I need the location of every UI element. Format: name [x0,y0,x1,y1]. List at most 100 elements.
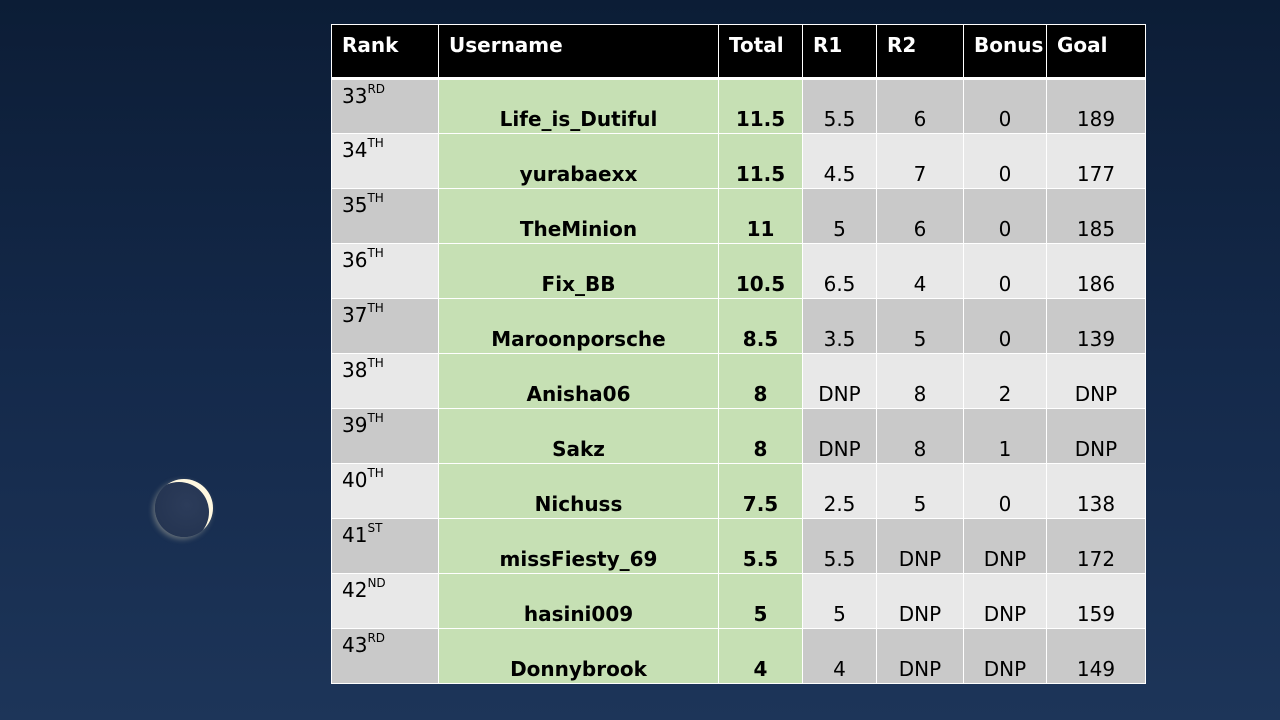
username-cell: Anisha06 [438,353,719,409]
username-cell: Fix_BB [438,243,719,299]
table-row: 43RD Donnybrook 4 4 DNP DNP 149 [331,628,1146,684]
rank-number: 37 [342,303,368,327]
header-total: Total [718,24,803,80]
goal-cell: 149 [1046,628,1146,684]
r2-cell: DNP [876,628,964,684]
leaderboard-table: Rank Username Total R1 R2 Bonus Goal 33R… [331,24,1146,684]
table-row: 41ST missFiesty_69 5.5 5.5 DNP DNP 172 [331,518,1146,574]
r1-cell: DNP [802,353,877,409]
r1-cell: 5 [802,573,877,629]
bonus-cell: 1 [963,408,1047,464]
rank-cell: 36TH [331,243,439,299]
rank-number: 40 [342,468,368,492]
total-cell: 11.5 [718,133,803,189]
rank-number: 38 [342,358,368,382]
rank-cell: 38TH [331,353,439,409]
header-username: Username [438,24,719,80]
header-rank: Rank [331,24,439,80]
r2-cell: 7 [876,133,964,189]
total-cell: 5.5 [718,518,803,574]
rank-suffix: TH [367,136,384,150]
goal-cell: 185 [1046,188,1146,244]
goal-cell: 189 [1046,78,1146,134]
r1-cell: 2.5 [802,463,877,519]
rank-suffix: ND [367,576,386,590]
goal-cell: 186 [1046,243,1146,299]
username-cell: TheMinion [438,188,719,244]
table-row: 40TH Nichuss 7.5 2.5 5 0 138 [331,463,1146,519]
bonus-cell: 0 [963,188,1047,244]
rank-number: 34 [342,138,368,162]
bonus-cell: 0 [963,133,1047,189]
r2-cell: 8 [876,353,964,409]
table-row: 33RD Life_is_Dutiful 11.5 5.5 6 0 189 [331,78,1146,134]
total-cell: 8.5 [718,298,803,354]
rank-cell: 39TH [331,408,439,464]
goal-cell: 139 [1046,298,1146,354]
rank-suffix: TH [367,356,384,370]
r2-cell: DNP [876,573,964,629]
rank-suffix: RD [367,82,386,96]
bonus-cell: DNP [963,573,1047,629]
rank-cell: 33RD [331,78,439,134]
table-row: 39TH Sakz 8 DNP 8 1 DNP [331,408,1146,464]
rank-suffix: ST [367,521,383,535]
table-row: 38TH Anisha06 8 DNP 8 2 DNP [331,353,1146,409]
username-cell: Donnybrook [438,628,719,684]
total-cell: 4 [718,628,803,684]
username-cell: missFiesty_69 [438,518,719,574]
r1-cell: 4 [802,628,877,684]
r2-cell: 6 [876,188,964,244]
header-row: Rank Username Total R1 R2 Bonus Goal [331,24,1146,80]
total-cell: 10.5 [718,243,803,299]
r2-cell: 6 [876,78,964,134]
username-cell: Life_is_Dutiful [438,78,719,134]
goal-cell: DNP [1046,353,1146,409]
rank-cell: 43RD [331,628,439,684]
bonus-cell: DNP [963,518,1047,574]
header-r2: R2 [876,24,964,80]
rank-suffix: TH [367,191,384,205]
rank-cell: 42ND [331,573,439,629]
rank-suffix: TH [367,246,384,260]
header-goal: Goal [1046,24,1146,80]
bonus-cell: DNP [963,628,1047,684]
r1-cell: 6.5 [802,243,877,299]
r1-cell: 5.5 [802,78,877,134]
goal-cell: 138 [1046,463,1146,519]
username-cell: yurabaexx [438,133,719,189]
header-bonus: Bonus [963,24,1047,80]
goal-cell: DNP [1046,408,1146,464]
rank-number: 39 [342,413,368,437]
r2-cell: 8 [876,408,964,464]
rank-number: 35 [342,193,368,217]
bonus-cell: 0 [963,463,1047,519]
total-cell: 7.5 [718,463,803,519]
total-cell: 11.5 [718,78,803,134]
r2-cell: DNP [876,518,964,574]
rank-cell: 34TH [331,133,439,189]
table-row: 42ND hasini009 5 5 DNP DNP 159 [331,573,1146,629]
total-cell: 11 [718,188,803,244]
r1-cell: 5.5 [802,518,877,574]
bonus-cell: 2 [963,353,1047,409]
rank-suffix: RD [367,631,386,645]
rank-suffix: TH [367,466,384,480]
rank-suffix: TH [367,411,384,425]
r2-cell: 5 [876,463,964,519]
bonus-cell: 0 [963,243,1047,299]
bonus-cell: 0 [963,78,1047,134]
rank-number: 42 [342,578,368,602]
rank-suffix: TH [367,301,384,315]
header-r1: R1 [802,24,877,80]
r2-cell: 5 [876,298,964,354]
total-cell: 8 [718,353,803,409]
rank-number: 33 [342,84,368,108]
username-cell: Sakz [438,408,719,464]
r2-cell: 4 [876,243,964,299]
goal-cell: 159 [1046,573,1146,629]
total-cell: 5 [718,573,803,629]
rank-number: 41 [342,523,368,547]
table-row: 36TH Fix_BB 10.5 6.5 4 0 186 [331,243,1146,299]
rank-cell: 37TH [331,298,439,354]
